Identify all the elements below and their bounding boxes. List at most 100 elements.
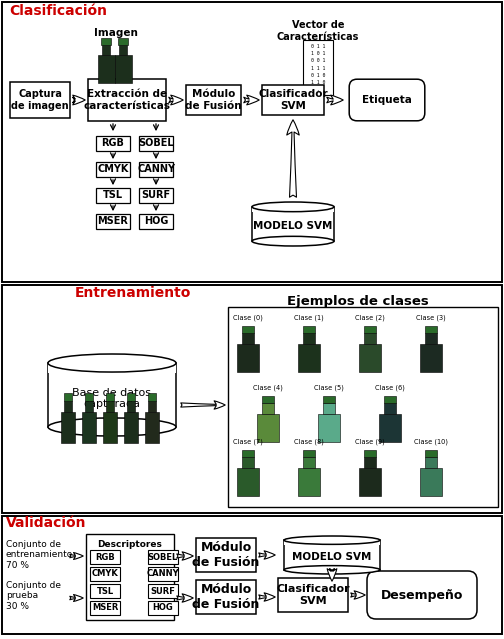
Bar [103,412,117,443]
Bar [96,162,130,177]
Text: 1 0 1: 1 0 1 [311,51,325,56]
Bar [420,344,442,372]
Bar [127,393,135,401]
Text: Descriptores: Descriptores [98,540,162,549]
Bar [148,567,178,581]
Bar [228,307,498,507]
Bar [359,468,381,496]
Text: Ejemplos de clases: Ejemplos de clases [287,295,429,308]
Text: Conjunto de
entrenamiento
70 %: Conjunto de entrenamiento 70 % [6,540,73,570]
Text: Clase (8): Clase (8) [294,438,324,445]
Text: Captura
de imagen: Captura de imagen [11,89,69,111]
Bar [242,334,254,344]
Bar [186,85,241,115]
Bar [237,468,259,496]
Bar [145,412,159,443]
Bar [384,403,396,413]
Bar [241,450,255,458]
Bar [90,601,120,615]
Text: Clase (2): Clase (2) [355,314,385,321]
Text: Conjunto de
prueba
30 %: Conjunto de prueba 30 % [6,581,61,611]
Text: Vector de
Características: Vector de Características [277,20,359,42]
Bar [424,450,437,458]
Bar [425,458,437,468]
Ellipse shape [48,354,176,372]
Text: SURF: SURF [142,190,170,201]
Bar [101,38,111,45]
Text: Entrenamiento: Entrenamiento [75,286,192,300]
FancyBboxPatch shape [349,79,425,121]
Bar [237,344,259,372]
Text: Clase (5): Clase (5) [314,385,344,391]
Bar [298,468,320,496]
Bar [90,567,120,581]
Bar [242,458,254,468]
Bar [90,584,120,598]
Text: Clase (6): Clase (6) [375,385,405,391]
Bar [139,188,173,203]
Bar [298,344,320,372]
Ellipse shape [284,566,380,574]
Bar [88,79,166,121]
Bar [359,344,381,372]
Text: CANNY: CANNY [137,164,175,174]
Bar [425,334,437,344]
Bar [303,458,314,468]
Bar [318,413,340,442]
Text: Etiqueta: Etiqueta [362,95,412,105]
Bar [148,601,178,615]
Bar [302,450,316,458]
Bar [2,2,502,282]
Text: Clase (3): Clase (3) [416,314,446,321]
Text: Clase (10): Clase (10) [414,438,448,445]
Bar [97,54,114,82]
Text: Módulo
de Fusión: Módulo de Fusión [193,541,260,569]
Bar [48,363,176,373]
Bar [102,45,110,54]
Text: Imagen: Imagen [94,28,138,38]
Bar [148,550,178,564]
Bar [257,413,279,442]
Bar [323,403,335,413]
Text: Clase (4): Clase (4) [253,385,283,391]
Bar [96,136,130,151]
Bar [148,401,156,412]
Bar [379,413,401,442]
Text: 1 1 0: 1 1 0 [311,80,325,85]
Bar [302,326,316,334]
FancyBboxPatch shape [367,571,477,619]
Bar [148,584,178,598]
Bar [2,516,502,634]
Bar [85,401,93,412]
Text: HOG: HOG [153,603,173,613]
Bar [114,54,132,82]
Bar [48,363,176,427]
Bar [252,207,334,212]
Bar [128,401,135,412]
Bar [118,38,128,45]
Bar [241,326,255,334]
Text: SURF: SURF [151,587,175,596]
Text: TSL: TSL [103,190,123,201]
Bar [364,458,375,468]
Bar [65,401,72,412]
Bar [124,412,138,443]
Bar [96,214,130,229]
Text: CMYK: CMYK [97,164,129,174]
Bar [82,412,96,443]
Bar [118,45,128,54]
Text: Desempeño: Desempeño [381,589,463,601]
Bar [139,136,173,151]
Text: Clasificación: Clasificación [9,4,107,18]
Bar [106,393,114,401]
Text: Clase (9): Clase (9) [355,438,385,445]
Text: TSL: TSL [96,587,113,596]
Text: MODELO SVM: MODELO SVM [254,221,333,231]
Bar [10,82,70,118]
Text: SOBEL: SOBEL [138,139,174,148]
Text: CMYK: CMYK [92,569,118,578]
Bar [139,214,173,229]
Bar [284,540,380,570]
Ellipse shape [252,202,334,212]
Bar [303,40,333,95]
